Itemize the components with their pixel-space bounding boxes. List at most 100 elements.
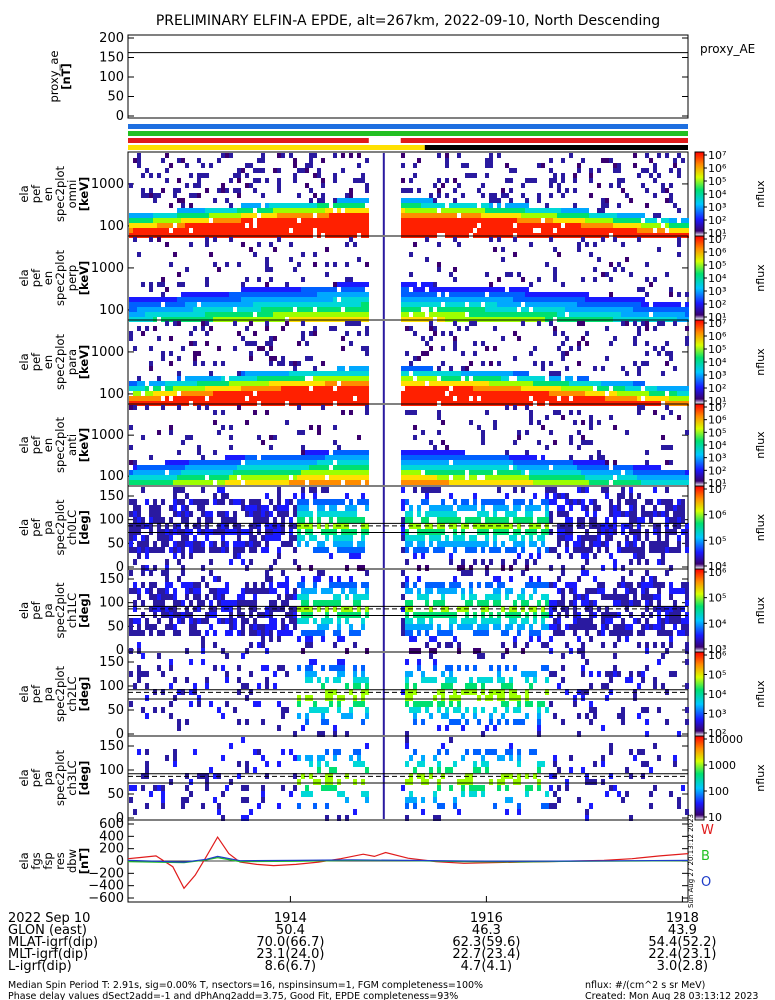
heatmap-cell [357,460,361,465]
heatmap-cell [541,213,545,218]
heatmap-cell [645,391,649,396]
heatmap-cell [605,307,609,312]
heatmap-cell [297,480,301,485]
heatmap-cell [285,307,289,312]
heatmap-cell [461,302,465,307]
heatmap-cell [301,499,305,505]
heatmap-cell [233,188,237,193]
heatmap-cell [153,391,157,396]
heatmap-cell [625,430,629,435]
heatmap-cell [141,630,145,636]
heatmap-cell [561,302,565,307]
heatmap-cell [177,302,181,307]
heatmap-cell [549,183,553,188]
heatmap-cell [253,386,257,391]
heatmap-cell [461,523,465,529]
heatmap-cell [505,223,509,228]
heatmap-cell [165,381,169,386]
heatmap-cell [561,505,565,511]
heatmap-cell [217,218,221,223]
heatmap-cell [197,460,201,465]
heatmap-cell [189,396,193,401]
heatmap-cell [329,553,333,559]
heatmap-cell [361,287,365,292]
heatmap-cell [545,312,549,317]
heatmap-cell [253,188,257,193]
heatmap-cell [197,297,201,302]
heatmap-cell [161,297,165,302]
heatmap-cells [129,487,689,571]
heatmap-cell [633,465,637,470]
heatmap-cell [289,470,293,475]
heatmap-cell [217,487,221,493]
heatmap-cell [157,391,161,396]
heatmap-cell [281,356,285,361]
heatmap-cell [265,535,269,541]
heatmap-cell [669,386,673,391]
heatmap-cell [281,297,285,302]
heatmap-cell [557,228,561,233]
heatmap-cell [425,297,429,302]
heatmap-cell [485,386,489,391]
heatmap-cell [661,435,665,440]
heatmap-cell [497,228,501,233]
heatmap-cell [453,535,457,541]
heatmap-cell [521,193,525,198]
heatmap-cell [673,391,677,396]
heatmap-cell [429,223,433,228]
heatmap-cell [501,523,505,529]
heatmap-cell [417,505,421,511]
heatmap-cell [473,559,477,565]
heatmap-cell [413,450,417,455]
heatmap-cell [273,465,277,470]
heatmap-cell [321,287,325,292]
heatmap-cell [437,188,441,193]
heatmap-cell [437,455,441,460]
heatmap-cell [621,396,625,401]
heatmap-cell [565,517,569,523]
heatmap-cell [641,517,645,523]
heatmap-cell [361,297,365,302]
heatmap-cell [597,470,601,475]
heatmap-cell [209,252,213,257]
heatmap-cell [341,455,345,460]
heatmap-cell [465,517,469,523]
heatmap-cell [257,396,261,401]
heatmap-cell [185,396,189,401]
heatmap-cell [201,499,205,505]
heatmap-cell [565,307,569,312]
heatmap-cell [577,223,581,228]
heatmap-cell [141,297,145,302]
heatmap-cell [601,213,605,218]
heatmap-cell [265,208,269,213]
heatmap-cell [225,307,229,312]
heatmap-cell [597,480,601,485]
heatmap-cell [597,223,601,228]
heatmap-cell [365,499,369,505]
heatmap-cell [457,287,461,292]
heatmap-cell [557,480,561,485]
heatmap-cell [277,223,281,228]
heatmap-cell [509,168,513,173]
heatmap-cell [269,511,273,517]
heatmap-cell [665,405,669,410]
heatmap-cell [501,223,505,228]
heatmap-cell [181,465,185,470]
heatmap-cell [549,307,553,312]
heatmap-cell [181,541,185,547]
heatmap-cell [489,312,493,317]
heatmap-cell [473,223,477,228]
heatmap-cell [357,297,361,302]
heatmap-cell [329,307,333,312]
heatmap-cell [297,381,301,386]
heatmap-cell [525,287,529,292]
heatmap-cell [133,218,137,223]
heatmap-cell [213,262,217,267]
y-tick-label: 1000 [91,345,124,360]
heatmap-cell [589,440,593,445]
y-tick-label: 0 [116,109,124,124]
heatmap-cell [501,302,505,307]
heatmap-cell [149,302,153,307]
heatmap-cell [205,292,209,297]
heatmap-cell [633,307,637,312]
